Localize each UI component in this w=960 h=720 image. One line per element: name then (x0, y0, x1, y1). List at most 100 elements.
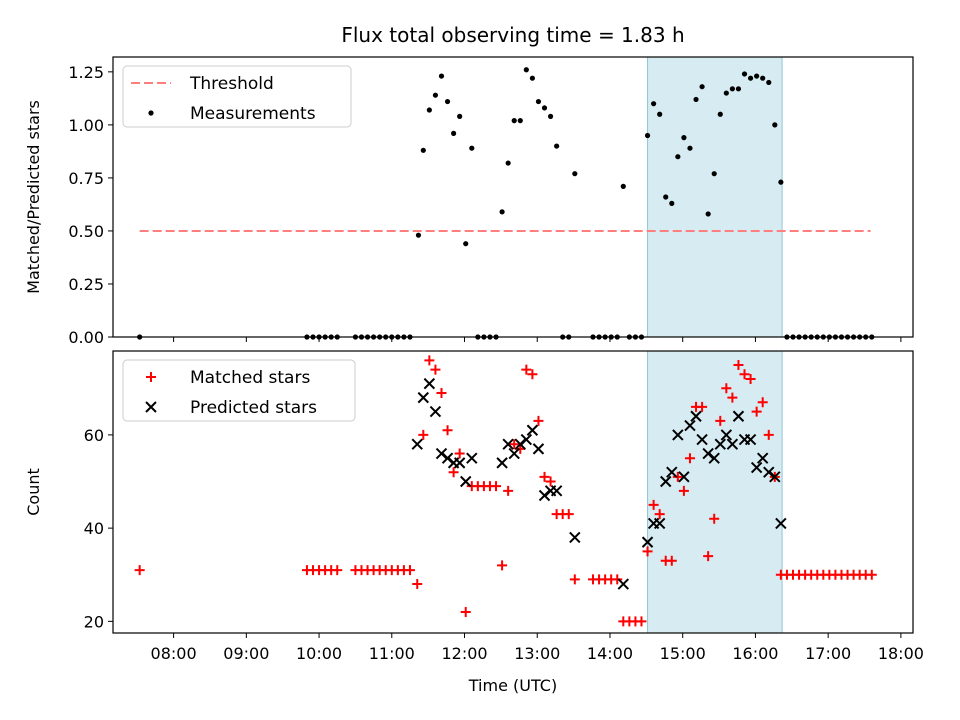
measurements-point (663, 194, 669, 200)
x-tick-label: 15:00 (660, 644, 706, 663)
measurements-point (523, 67, 529, 73)
predicted-stars-point (429, 405, 442, 418)
measurements-point (651, 101, 657, 107)
predicted-stars-point (660, 475, 672, 488)
matched-stars-point (672, 471, 683, 482)
predicted-stars-point (617, 578, 630, 590)
measurements-point (681, 135, 687, 141)
y-tick-label: 0.25 (68, 275, 104, 294)
matched-stars-point (666, 555, 677, 566)
observing-window-span (647, 350, 783, 634)
matched-stars-point (497, 560, 508, 571)
matched-stars-point (521, 364, 532, 375)
predicted-stars-point (696, 433, 708, 446)
measurements-point (457, 113, 463, 119)
measurements-point (620, 183, 626, 189)
matched-stars-point (404, 565, 415, 576)
matched-stars-point (430, 364, 441, 375)
legend-measurements-label: Measurements (190, 104, 316, 124)
matched-stars-point (745, 373, 756, 384)
measurements-point (415, 232, 422, 238)
measurements-point (554, 143, 560, 149)
measurements-point (699, 84, 705, 90)
x-tick-label: 16:00 (732, 644, 778, 663)
predicted-stars-point (508, 447, 520, 460)
matched-stars-point (436, 387, 447, 398)
measurements-point (426, 107, 432, 113)
legend-predicted-stars-swatch (145, 401, 157, 413)
y-tick-label: 60 (84, 426, 104, 445)
measurements-point (535, 98, 542, 105)
measurements-point (675, 154, 681, 160)
x-tick-label: 18:00 (878, 644, 924, 663)
matched-stars-point (709, 513, 720, 524)
predicted-stars-point (720, 429, 733, 441)
measurements-point (747, 75, 754, 81)
legend-predicted-stars-label: Predicted stars (190, 398, 317, 418)
matched-stars-point (569, 574, 580, 585)
x-tick-label: 10:00 (296, 644, 342, 663)
matched-stars-point (751, 406, 762, 417)
x-tick-label: 14:00 (587, 644, 633, 663)
measurements-point (505, 160, 511, 166)
legend-matched-stars-label: Matched stars (190, 368, 310, 388)
top-panel: 0.00 0.25 0.50 0.75 1.00 1.25 Matched/Predicte… (24, 56, 914, 347)
legend-threshold-label: Threshold (189, 74, 274, 94)
y-axis-label: Matched/Predicted stars (24, 100, 43, 294)
measurements-point (711, 171, 717, 177)
matched-stars-point (539, 471, 550, 482)
matched-stars-point (509, 439, 520, 450)
predicted-stars-point (769, 471, 781, 483)
predicted-stars-point (756, 452, 769, 464)
y-tick-label: 1.25 (68, 63, 104, 82)
matched-stars-point (727, 392, 738, 403)
matched-stars-point (733, 359, 744, 370)
predicted-stars-point (550, 485, 563, 497)
matched-stars-point (703, 551, 714, 562)
predicted-stars-point (641, 536, 654, 548)
measurements-point (766, 79, 772, 86)
measurements-point (778, 179, 784, 185)
predicted-stars-point (411, 438, 423, 450)
matched-stars-point (757, 397, 768, 408)
bottom-panel: 20 40 60 08:00 09:00 10:00 11:00 12:00 13:00 14:0… (24, 350, 924, 695)
matched-stars-point (332, 565, 343, 576)
legend-box (122, 359, 356, 422)
predicted-stars-point (460, 475, 472, 488)
matched-stars-point (648, 499, 659, 510)
predicted-stars-point (744, 433, 757, 446)
predicted-stars-point (714, 438, 726, 450)
matched-stars-point (739, 369, 750, 380)
matched-stars-point (527, 369, 538, 380)
axes-frame (112, 56, 914, 338)
predicted-stars-point (423, 377, 436, 390)
x-tick-label: 09:00 (223, 644, 269, 663)
measurements-point (754, 73, 760, 79)
chart-title: Flux total observing time = 1.83 h (341, 23, 684, 47)
predicted-stars-point (502, 438, 514, 450)
predicted-stars-point (466, 452, 478, 464)
measurements-point (723, 90, 729, 96)
matched-stars-point (721, 383, 732, 394)
x-tick-label: 13:00 (514, 644, 560, 663)
x-tick-label: 11:00 (369, 644, 415, 663)
measurements-point (735, 86, 742, 92)
matched-stars-point (442, 425, 453, 436)
measurements-point (644, 132, 651, 139)
legend-matched-stars-swatch (146, 372, 156, 382)
measurements-point (693, 96, 699, 103)
matched-stars-point (418, 429, 429, 440)
measurements-point (572, 171, 578, 177)
y-tick-label: 40 (84, 519, 104, 538)
predicted-stars-point (496, 457, 508, 469)
measurements-point (444, 98, 451, 105)
matched-stars-point (563, 509, 574, 520)
measurements-point (760, 75, 766, 81)
matched-stars-point (503, 485, 514, 496)
measurements-point (432, 92, 439, 98)
legend-box (122, 65, 352, 128)
predicted-stars-point (690, 410, 702, 422)
matched-stars-point (684, 453, 695, 464)
measurements-point (511, 118, 517, 124)
